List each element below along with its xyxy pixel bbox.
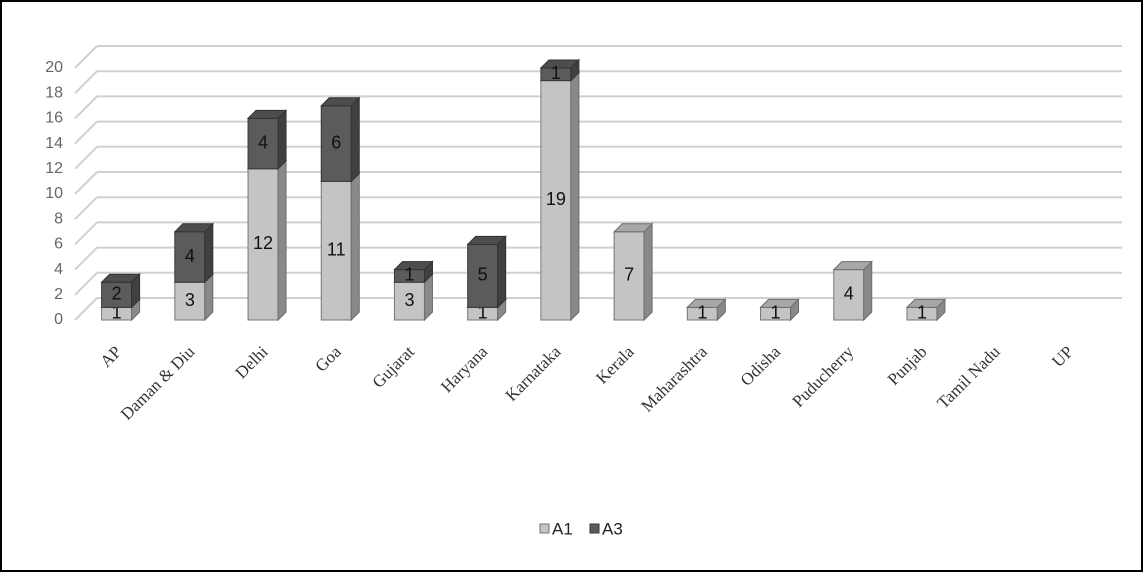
data-label: 11 <box>327 239 346 259</box>
y-tick-label: 16 <box>45 110 63 127</box>
bar-segment <box>320 180 352 321</box>
bar-segment <box>540 80 572 321</box>
bar-segment <box>467 243 499 308</box>
data-label: 4 <box>844 284 854 304</box>
legend-swatch <box>539 523 550 534</box>
grid-line-depth <box>74 246 98 271</box>
bar-side <box>863 260 873 322</box>
grid-line-depth <box>74 297 98 321</box>
bar-top <box>173 223 215 233</box>
bar-top <box>832 261 873 271</box>
grid-line-depth <box>74 95 98 120</box>
y-tick-label: 14 <box>45 135 63 152</box>
legend-label: A1 <box>552 519 573 538</box>
data-label: 4 <box>258 132 268 152</box>
bar-top <box>686 298 727 308</box>
data-label: 6 <box>331 132 341 152</box>
bar-top <box>246 109 288 119</box>
data-label: 1 <box>551 63 561 83</box>
bar-top <box>539 59 581 69</box>
bar-segment <box>174 231 206 283</box>
y-tick-label: 12 <box>45 160 63 177</box>
bar-segment <box>613 231 645 321</box>
y-tick-label: 18 <box>45 84 63 101</box>
bar-top <box>905 298 947 308</box>
bar-side <box>204 222 214 284</box>
y-tick-label: 2 <box>54 286 63 303</box>
bar-segment <box>833 269 865 321</box>
data-label: 3 <box>185 290 195 310</box>
bar-side <box>277 109 287 171</box>
bar-side <box>350 172 360 322</box>
bar-segment <box>174 281 206 321</box>
data-label: 1 <box>917 302 927 322</box>
y-tick-label: 8 <box>54 210 63 227</box>
bar-side <box>277 159 287 322</box>
bar-side <box>350 96 360 183</box>
data-label: 1 <box>697 302 707 322</box>
bar-top <box>612 223 654 233</box>
data-label: 4 <box>185 246 195 266</box>
bar-top <box>466 235 507 245</box>
data-label: 19 <box>546 189 566 209</box>
grid-line-depth <box>74 45 98 69</box>
data-label: 5 <box>478 265 488 285</box>
bar-side <box>643 222 653 322</box>
grid-line-depth <box>74 196 98 220</box>
bar-side <box>497 235 507 309</box>
data-label: 1 <box>112 302 122 322</box>
bar-side <box>570 71 580 322</box>
grid-line-depth <box>74 70 98 94</box>
y-tick-label: 20 <box>45 59 63 76</box>
y-tick-label: 10 <box>45 185 63 202</box>
data-label: 2 <box>112 284 122 304</box>
grid-line-depth <box>74 120 98 145</box>
data-label: 1 <box>404 265 414 285</box>
grid-line-depth <box>74 272 98 296</box>
grid-line-depth <box>74 146 98 170</box>
bar-top <box>100 273 141 283</box>
data-label: 1 <box>478 302 488 322</box>
bar-top <box>759 298 800 308</box>
legend-swatch <box>589 523 600 534</box>
bar-top <box>393 261 434 271</box>
data-label: 1 <box>771 302 781 322</box>
data-label: 12 <box>253 233 273 253</box>
grid-line-depth <box>74 221 98 246</box>
y-tick-label: 4 <box>54 261 63 278</box>
y-tick-label: 0 <box>54 311 63 328</box>
y-tick-label: 6 <box>54 236 63 253</box>
grid-line-depth <box>74 171 98 195</box>
bar-top <box>320 97 361 107</box>
data-label: 7 <box>624 265 634 285</box>
legend-label: A3 <box>602 519 623 538</box>
data-label: 3 <box>404 290 414 310</box>
